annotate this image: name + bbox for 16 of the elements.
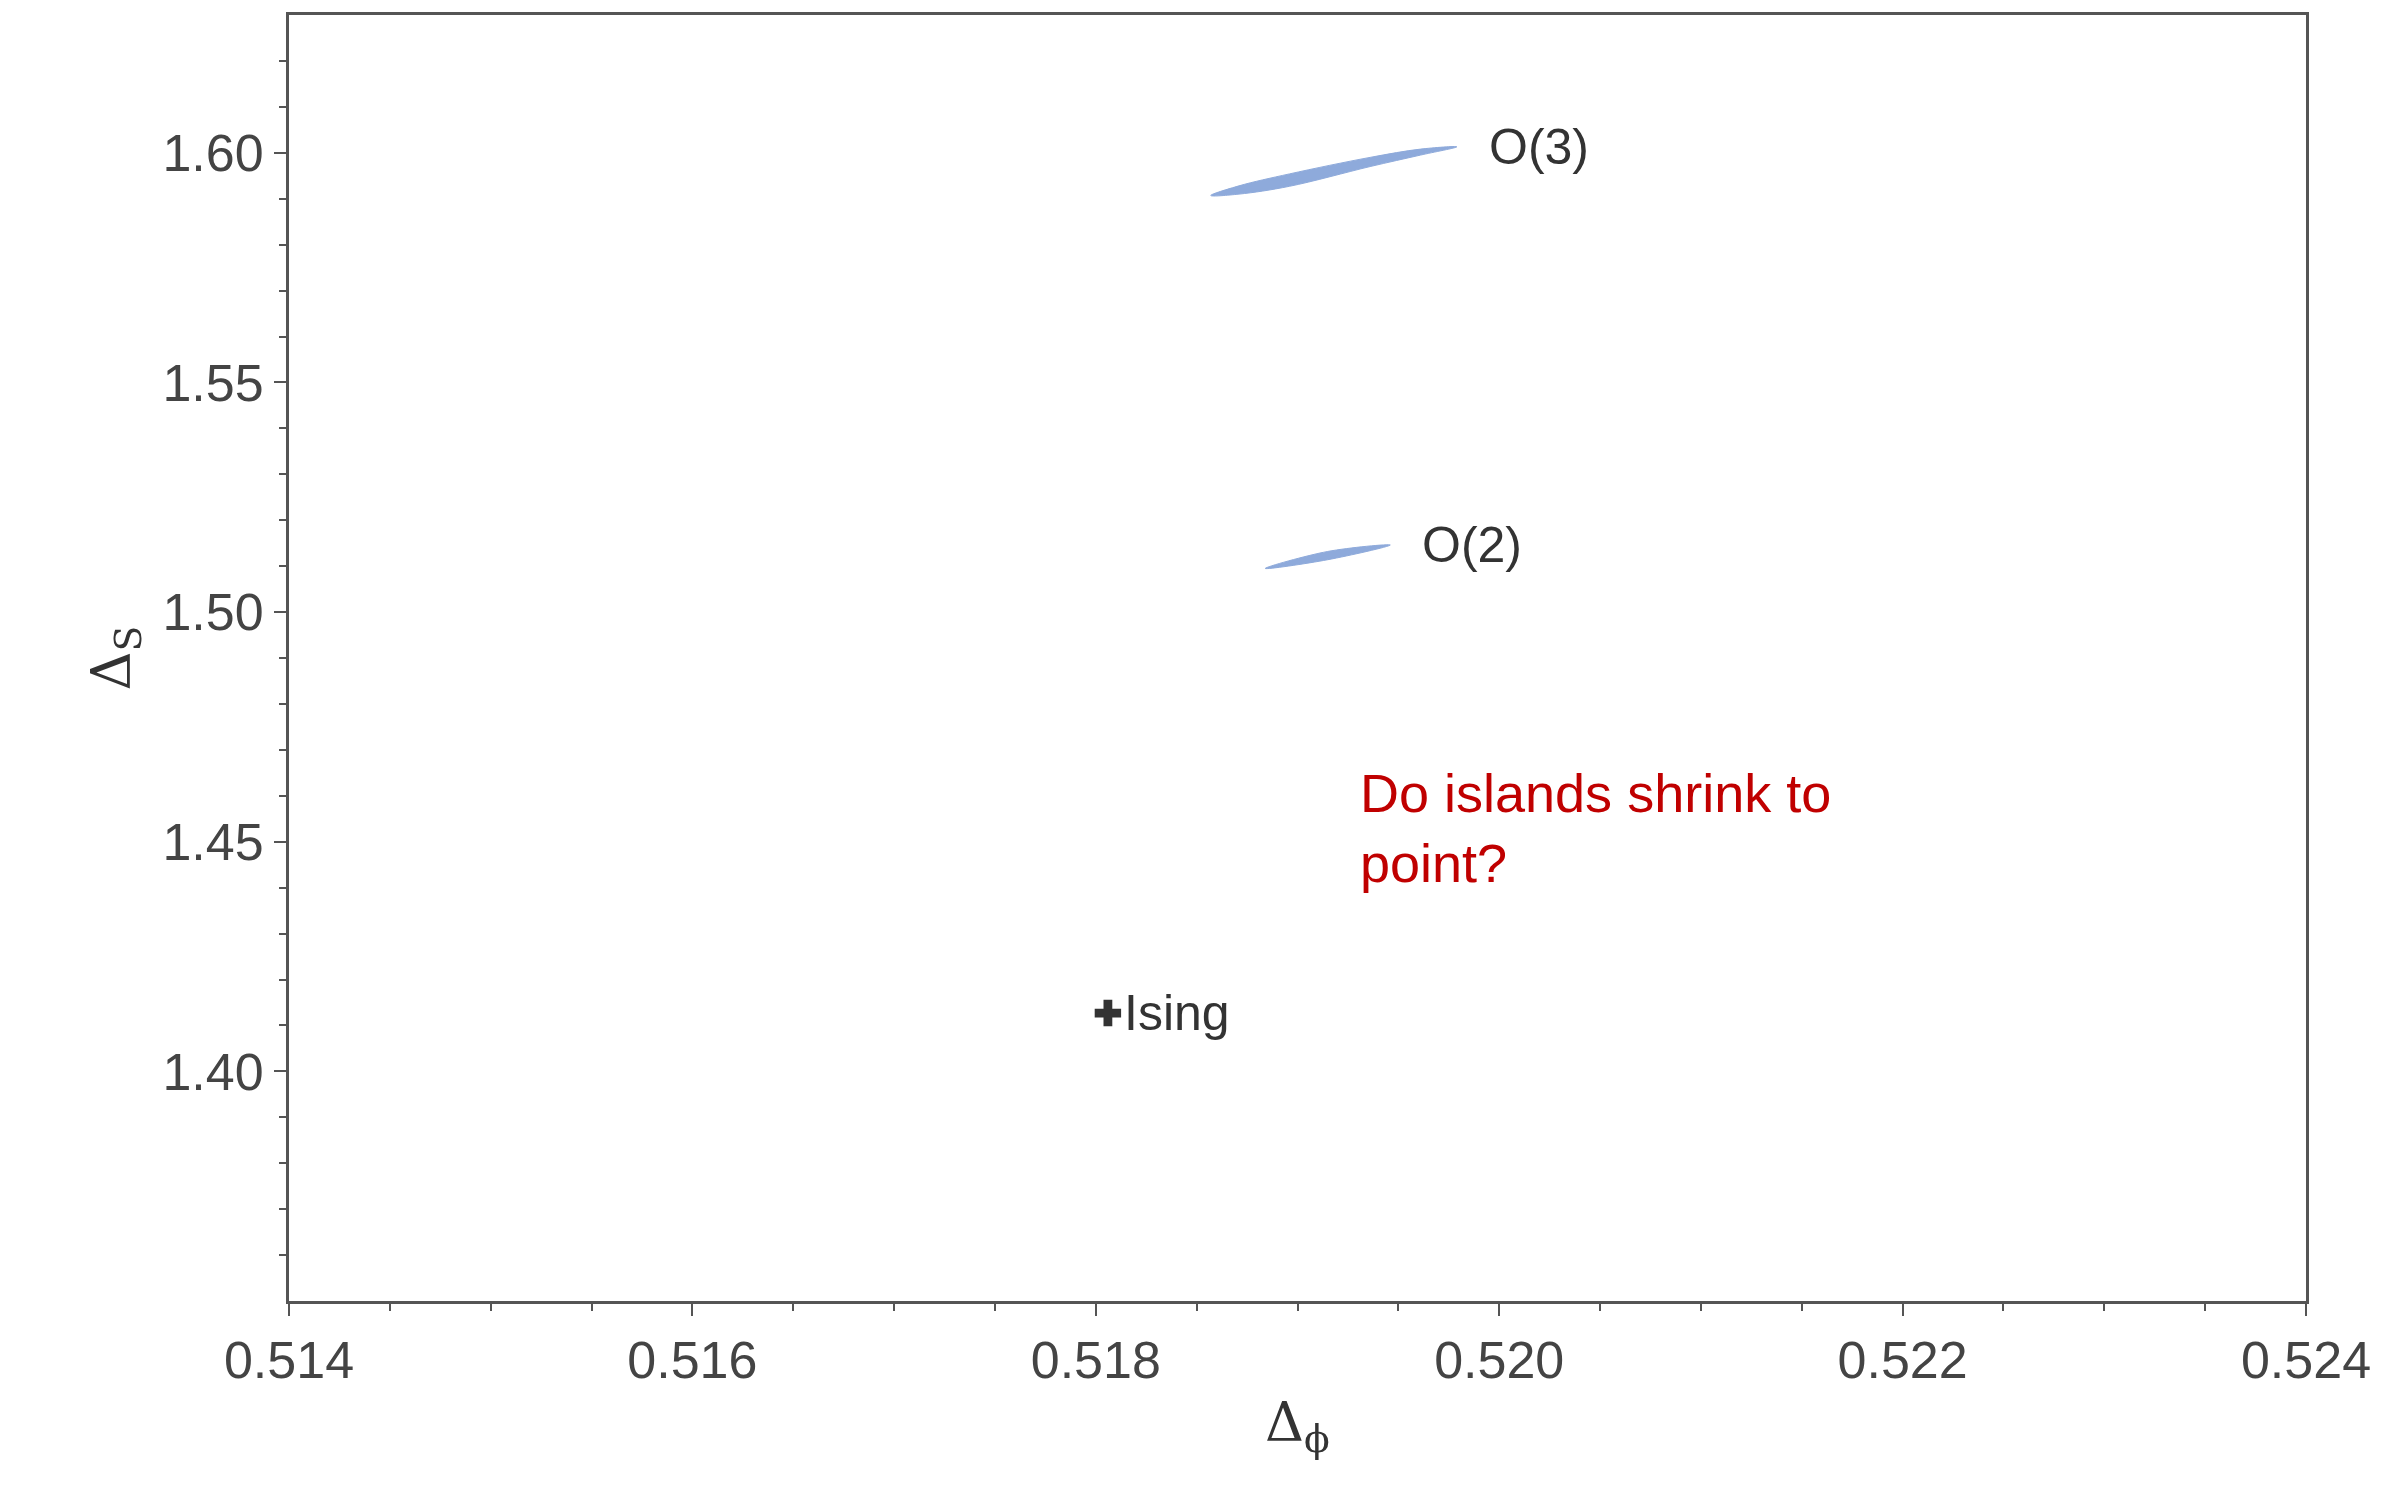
annotation: Do islands shrink to point? — [1360, 763, 1832, 894]
y-tick-label: 1.50 — [162, 583, 264, 642]
y-tick-label: 1.60 — [162, 123, 264, 182]
series-label: O(3) — [1489, 119, 1589, 175]
series-label: O(2) — [1422, 517, 1522, 573]
x-axis-title: Δ$_{ϕ}$ — [1265, 1390, 1330, 1462]
x-tick-label: 0.518 — [1030, 1331, 1161, 1390]
x-tick-label: 0.516 — [627, 1331, 758, 1390]
series-label: Ising — [1124, 985, 1230, 1041]
y-tick-label: 1.55 — [162, 353, 264, 412]
x-tick-label: 0.520 — [1434, 1331, 1565, 1390]
x-tick-label: 0.522 — [1837, 1331, 1968, 1390]
x-tick-label: 0.514 — [223, 1331, 355, 1390]
y-tick-label: 1.40 — [162, 1042, 264, 1101]
y-tick-label: 1.45 — [162, 812, 264, 871]
x-tick-label: 0.524 — [2240, 1331, 2372, 1390]
